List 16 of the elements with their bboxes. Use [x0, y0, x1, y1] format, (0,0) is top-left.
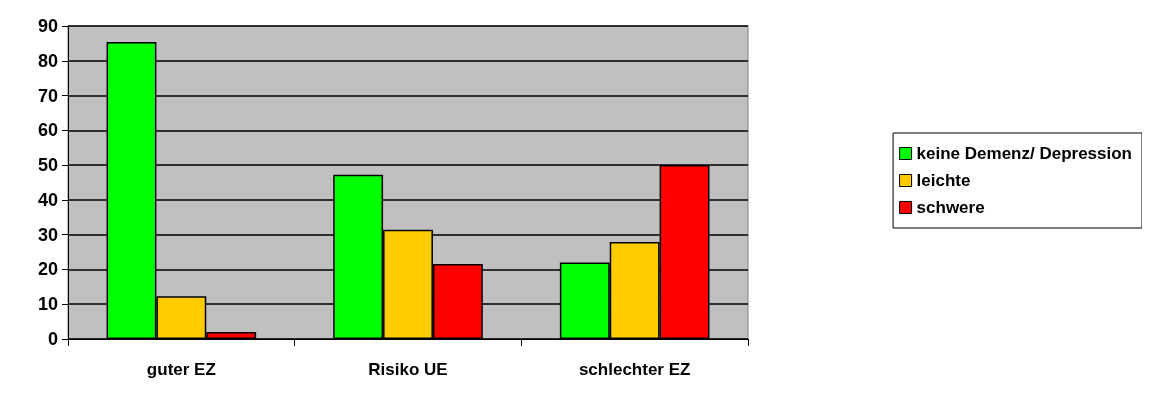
y-tick-label: 30: [37, 224, 58, 245]
y-tick-label: 90: [37, 16, 58, 36]
legend-label: schwere: [916, 198, 985, 217]
x-tick-label: Risiko UE: [368, 360, 448, 379]
x-tick-label: schlechter EZ: [578, 360, 691, 379]
y-tick-label: 60: [37, 120, 58, 141]
y-tick-label: 0: [47, 329, 58, 349]
y-tick-label: 70: [37, 85, 58, 106]
legend-label: leichte: [916, 171, 971, 190]
y-tick-label: 80: [37, 50, 58, 71]
y-tick-label: 50: [37, 155, 58, 176]
y-tick-label: 10: [37, 294, 58, 315]
y-tick-label: 20: [37, 259, 58, 280]
legend-label: keine Demenz/ Depression: [916, 144, 1133, 163]
y-tick-label: 40: [37, 189, 58, 210]
x-tick-label: guter EZ: [146, 360, 216, 379]
